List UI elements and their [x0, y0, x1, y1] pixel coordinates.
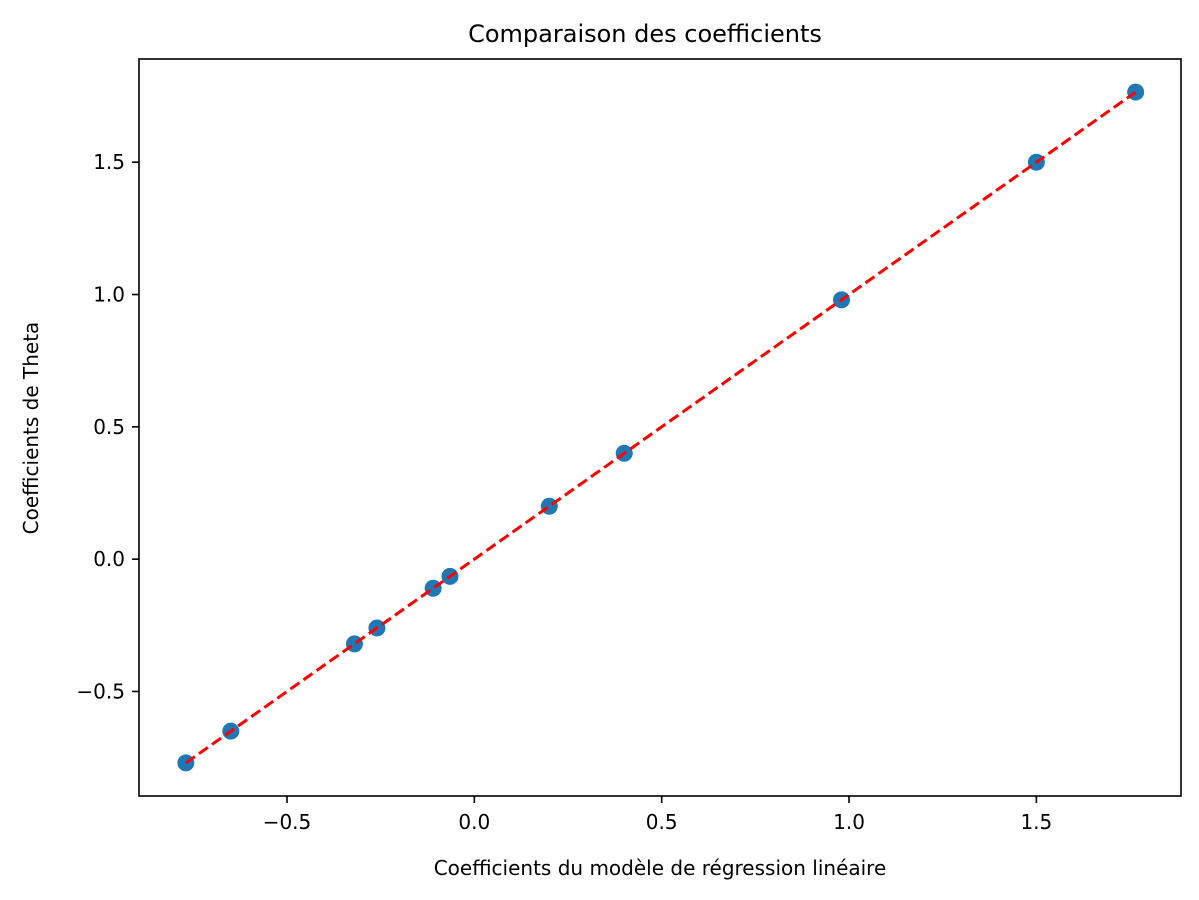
y-axis: −0.5 0.0 0.5 1.0 1.5: [76, 150, 139, 703]
x-tick-label: 0.0: [458, 810, 490, 834]
x-axis: −0.5 0.0 0.5 1.0 1.5: [263, 796, 1052, 834]
chart-title: Comparaison des coefficients: [468, 20, 822, 48]
x-tick-label: 0.5: [646, 810, 678, 834]
y-tick-label: 1.5: [93, 150, 125, 174]
y-axis-title: Coefficients de Theta: [19, 322, 43, 535]
y-tick-label: 1.0: [93, 283, 125, 307]
identity-line: [184, 90, 1137, 765]
x-tick-label: −0.5: [263, 810, 312, 834]
y-tick-label: −0.5: [76, 679, 125, 703]
x-tick-label: 1.0: [833, 810, 865, 834]
x-tick-label: 1.5: [1020, 810, 1052, 834]
plot-area: [177, 83, 1145, 772]
y-tick-label: 0.5: [93, 415, 125, 439]
y-tick-label: 0.0: [93, 547, 125, 571]
x-axis-title: Coefficients du modèle de régression lin…: [434, 856, 887, 880]
